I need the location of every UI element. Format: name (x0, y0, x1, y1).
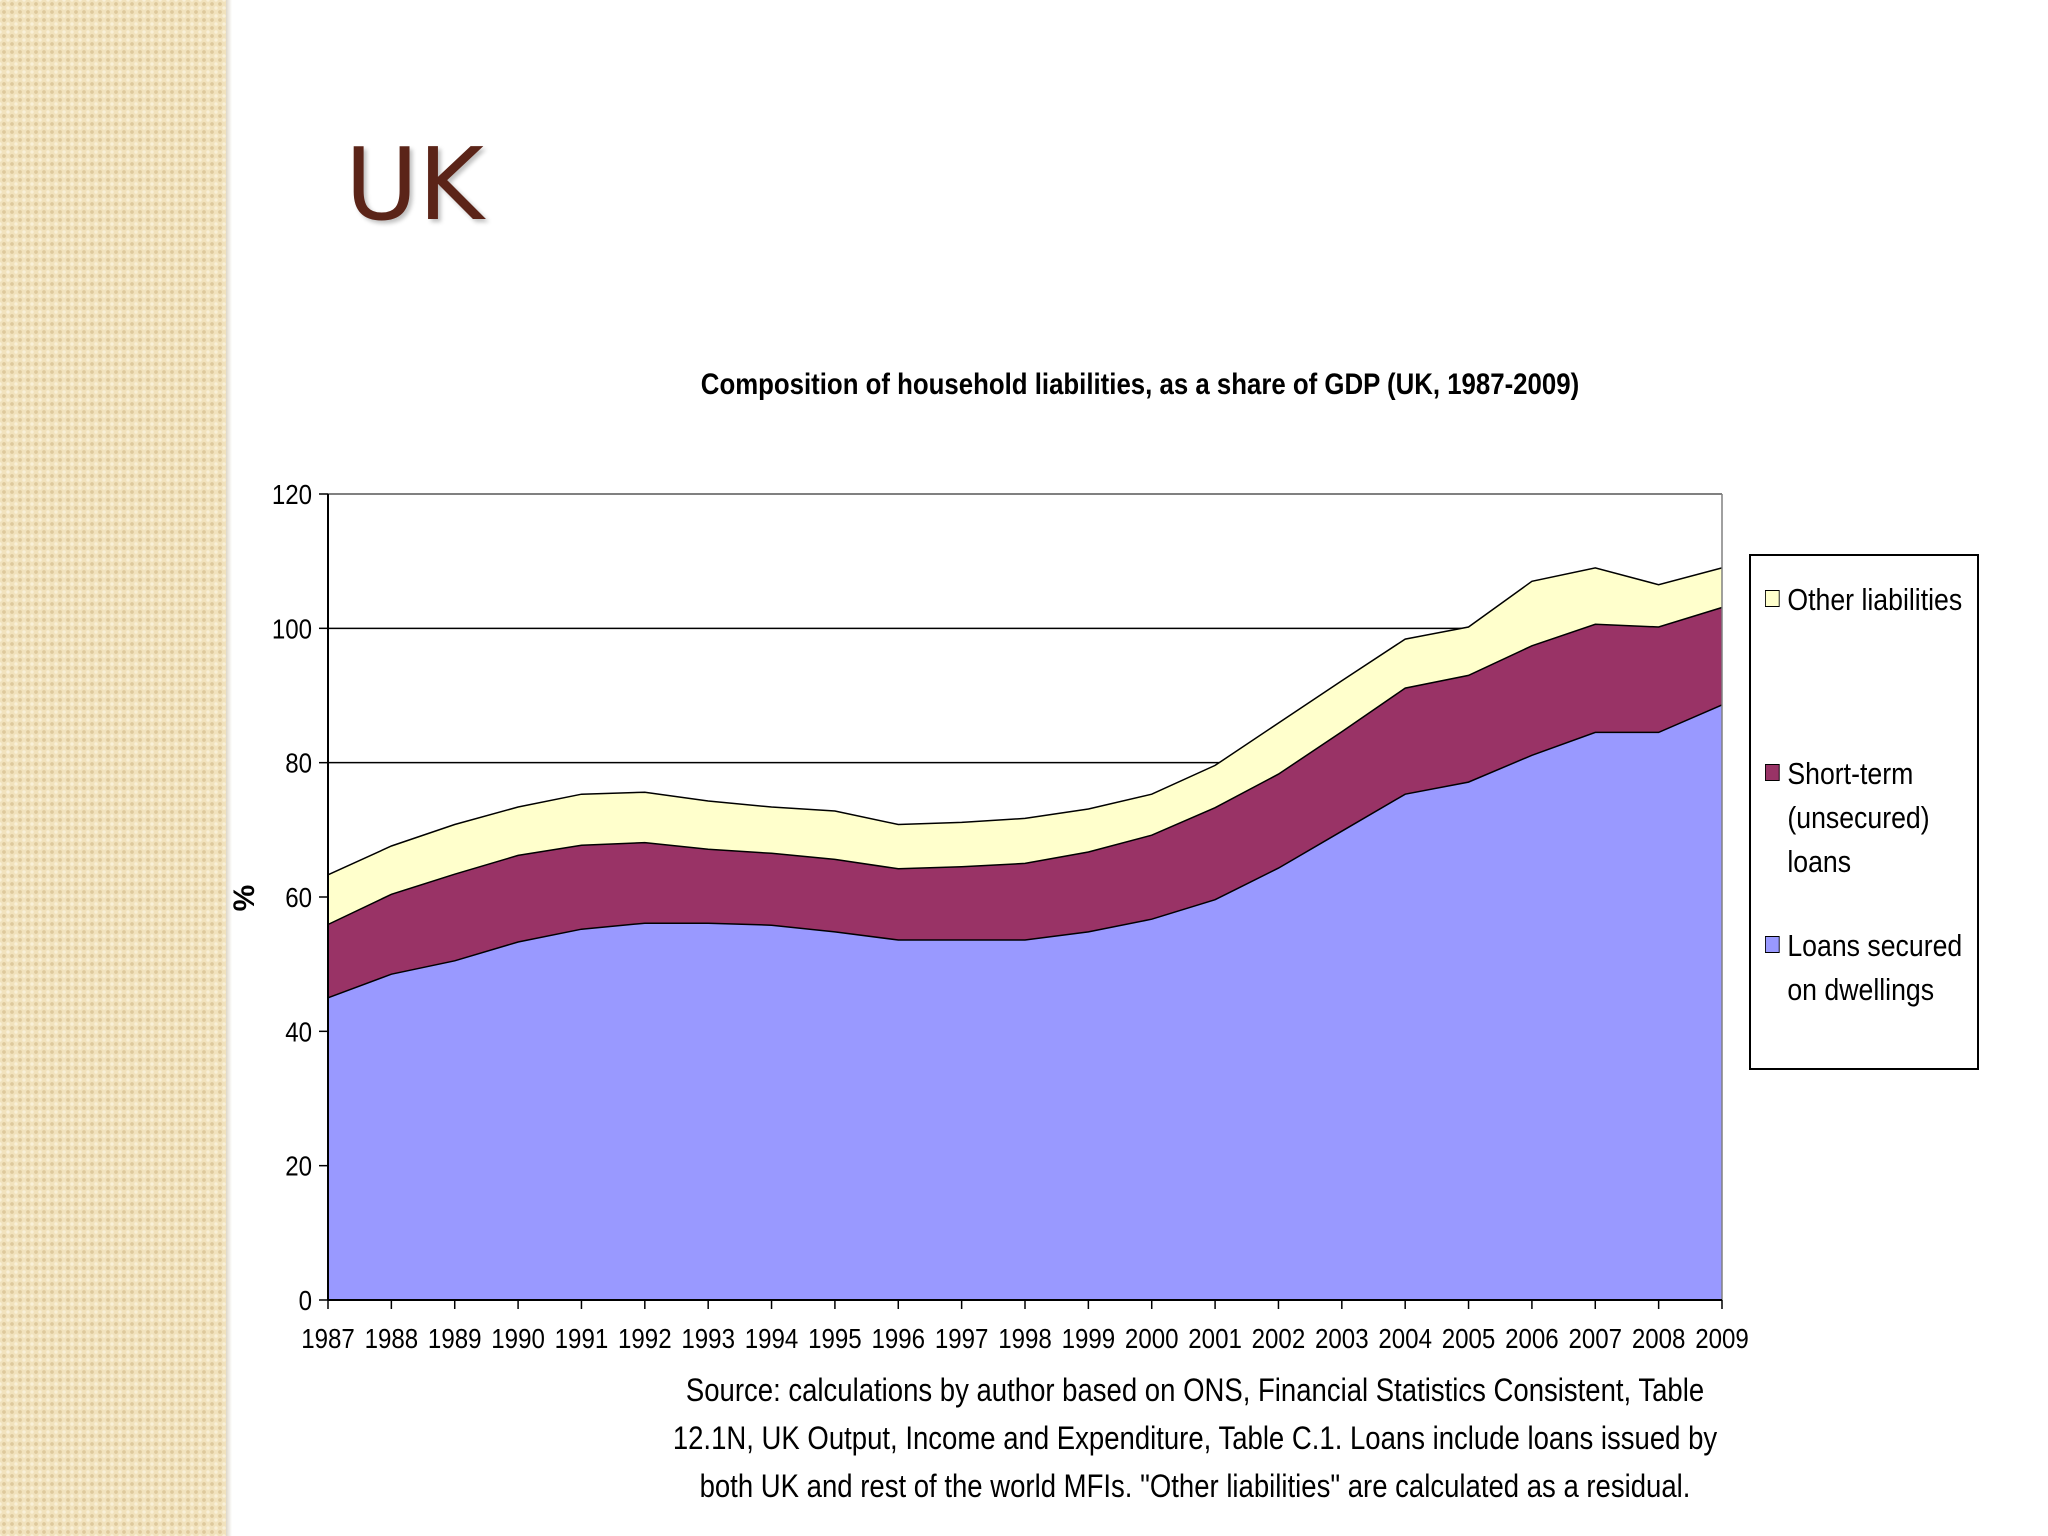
x-tick-label: 2004 (1378, 1322, 1432, 1354)
y-axis-label: % (228, 885, 261, 912)
x-tick-label: 2000 (1125, 1322, 1179, 1354)
x-tick-label: 1999 (1062, 1322, 1116, 1354)
legend-item-loans-secured: Loans secured on dwellings (1765, 924, 1980, 1012)
x-tick-label: 1990 (491, 1322, 545, 1354)
legend-swatch-other-liabilities (1765, 590, 1780, 607)
x-tick-label: 2002 (1252, 1322, 1306, 1354)
series-boundary-0 (327, 704, 1723, 999)
y-tick-label: 100 (272, 613, 312, 645)
chart-legend: Other liabilities Short-term (unsecured)… (1749, 554, 1979, 1070)
legend-label: Other liabilities (1787, 582, 1963, 617)
chart-title: Composition of household liabilities, as… (700, 368, 1580, 401)
y-tick-label: 120 (272, 478, 312, 510)
area-series-2 (328, 567, 1722, 925)
x-tick-label: 1998 (998, 1322, 1052, 1354)
x-tick-label: 1997 (935, 1322, 989, 1354)
x-tick-label: 2007 (1568, 1322, 1622, 1354)
x-tick-label: 2003 (1315, 1322, 1369, 1354)
x-tick-label: 2009 (1695, 1322, 1749, 1354)
x-tick-label: 1992 (618, 1322, 672, 1354)
x-tick-label: 1987 (301, 1322, 355, 1354)
legend-swatch-short-term-loans (1765, 764, 1780, 781)
y-tick-label: 80 (285, 747, 312, 779)
side-panel-edge (226, 0, 232, 1536)
legend-swatch-loans-secured (1765, 936, 1780, 953)
x-tick-label: 2008 (1632, 1322, 1686, 1354)
legend-label: Loans secured on dwellings (1787, 928, 1963, 1007)
legend-item-other-liabilities: Other liabilities (1765, 578, 1980, 622)
x-tick-label: 1994 (745, 1322, 799, 1354)
series-boundary-2 (327, 567, 1723, 876)
series-boundary-1 (327, 606, 1723, 926)
area-series-0 (328, 704, 1722, 1300)
x-tick-label: 1988 (365, 1322, 419, 1354)
x-tick-label: 1989 (428, 1322, 482, 1354)
slide-title: UK (345, 126, 484, 243)
x-tick-label: 2001 (1188, 1322, 1242, 1354)
x-tick-label: 2005 (1442, 1322, 1496, 1354)
x-tick-label: 1996 (871, 1322, 925, 1354)
x-tick-label: 1991 (555, 1322, 609, 1354)
y-tick-label: 60 (285, 881, 312, 913)
legend-label: Short-term (unsecured) loans (1787, 756, 1930, 879)
area-series-1 (328, 607, 1722, 998)
x-tick-label: 2006 (1505, 1322, 1559, 1354)
source-note: Source: calculations by author based on … (672, 1372, 1718, 1504)
y-tick-label: 40 (285, 1016, 312, 1048)
y-tick-label: 20 (285, 1150, 312, 1182)
y-tick-label: 0 (299, 1284, 312, 1316)
decorative-side-panel (0, 0, 226, 1536)
legend-item-short-term-loans: Short-term (unsecured) loans (1765, 752, 1980, 884)
x-tick-label: 1993 (681, 1322, 735, 1354)
x-tick-label: 1995 (808, 1322, 862, 1354)
